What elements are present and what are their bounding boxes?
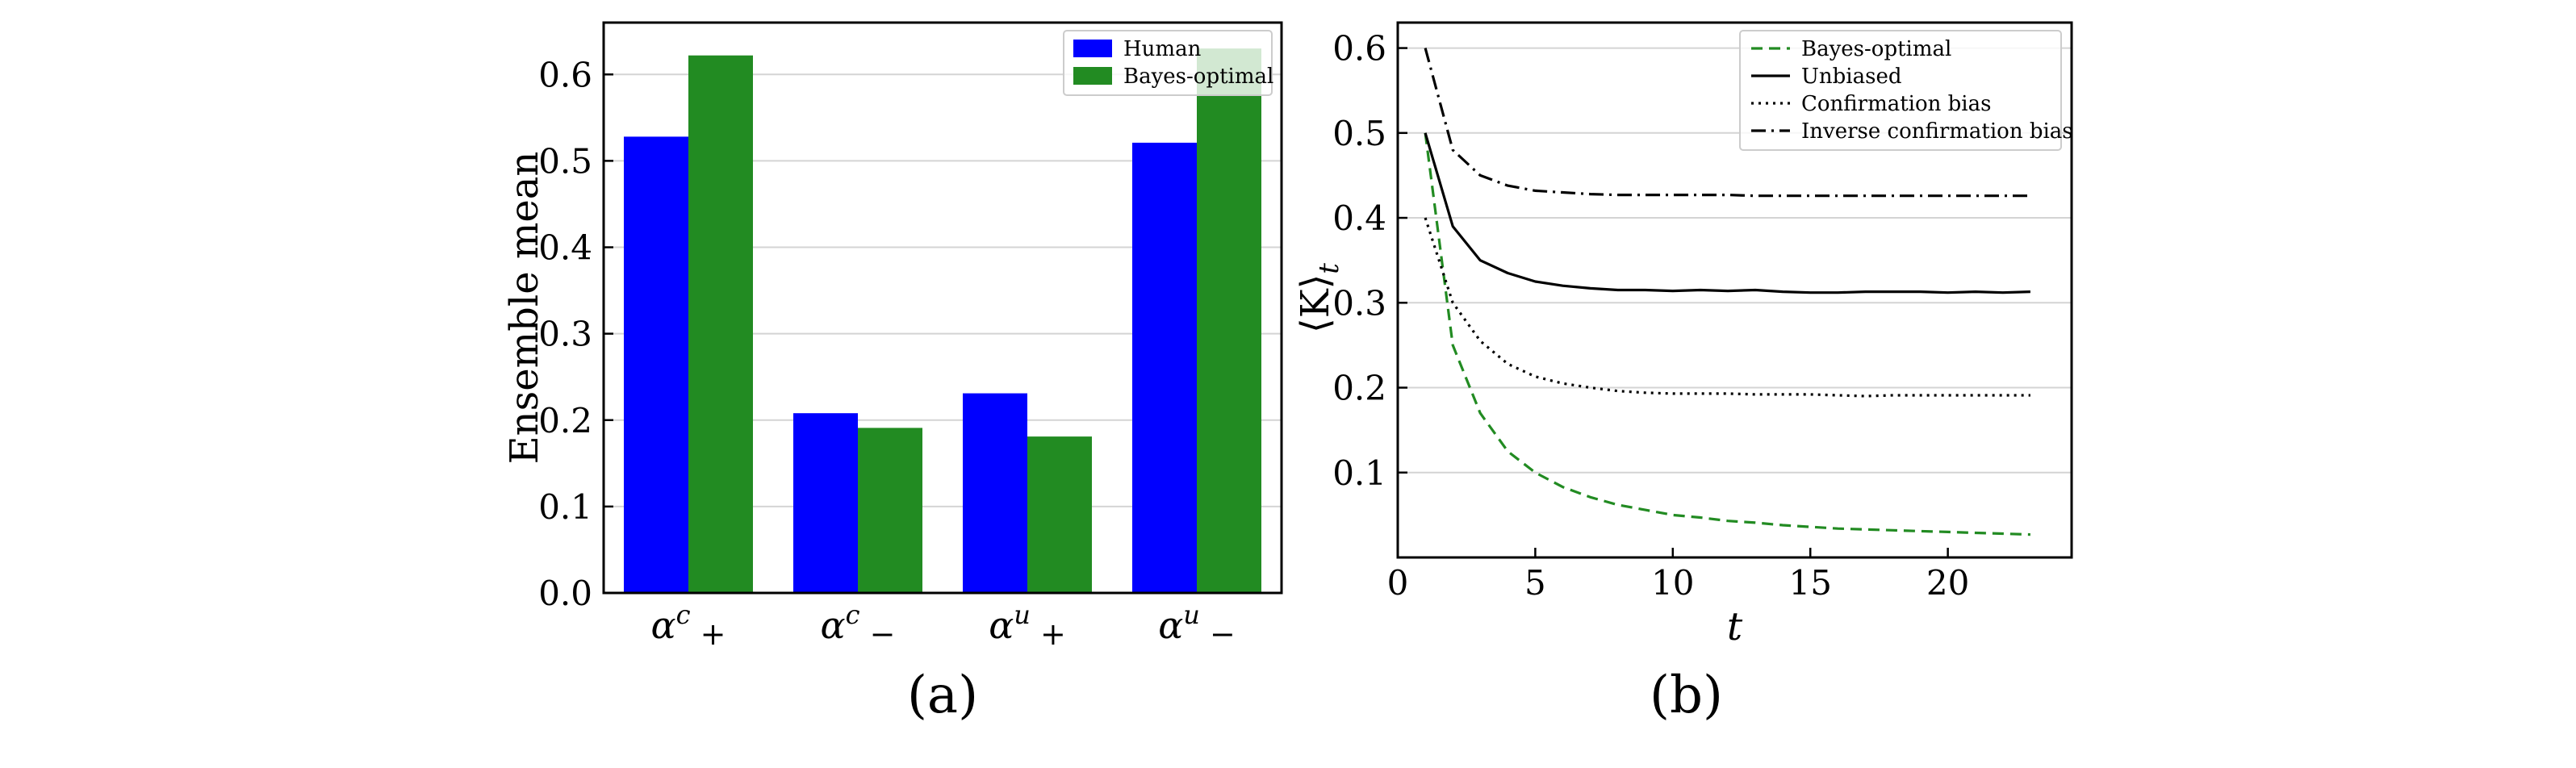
line-chart-panel: 0.1 0.2 0.3 0.4 0.5 0.6 0 5 10 15 20 t ⟨K⟩t Bayes-opt… bbox=[1293, 21, 2073, 725]
y-axis-label: Ensemble mean bbox=[502, 152, 547, 465]
y-tick-label: 0.1 bbox=[538, 487, 592, 527]
y-tick-label: 0.6 bbox=[538, 55, 592, 94]
x-axis-label: t bbox=[1727, 604, 1743, 649]
y-tick-label: 0.4 bbox=[538, 228, 592, 268]
y-tick-label: 0.3 bbox=[538, 315, 592, 354]
y-tick-label: 0.5 bbox=[538, 141, 592, 181]
legend-label: Confirmation bias bbox=[1801, 92, 1991, 116]
x-tick-label: αu − bbox=[1158, 599, 1236, 652]
y-tick-label: 0.2 bbox=[538, 401, 592, 440]
y-tick-label: 0.1 bbox=[1332, 453, 1386, 493]
bar-human bbox=[793, 413, 858, 593]
panel-label: (a) bbox=[907, 666, 978, 725]
y-tick-label: 0.4 bbox=[1332, 198, 1386, 238]
x-tick-label: αu + bbox=[989, 599, 1066, 652]
x-tick-label: 0 bbox=[1387, 563, 1409, 603]
y-tick-label: 0.3 bbox=[1332, 283, 1386, 323]
legend-label: Human bbox=[1123, 37, 1202, 61]
y-axis-label: ⟨K⟩t bbox=[1293, 263, 1345, 333]
plot-frame bbox=[602, 21, 1283, 595]
legend-swatch bbox=[1073, 40, 1112, 57]
x-tick-label: αc − bbox=[821, 599, 896, 652]
bar-bayes-optimal bbox=[1027, 436, 1092, 593]
y-tick-label: 0.6 bbox=[1332, 29, 1386, 69]
series-line-inverse-confirmation-bias bbox=[1424, 48, 2030, 198]
plot-frame bbox=[1396, 21, 2073, 559]
series-line-unbiased bbox=[1424, 132, 2030, 294]
bar-chart-panel: 0.0 0.1 0.2 0.3 0.4 0.5 0.6 αc + αc − αu + αu − Ens… bbox=[502, 21, 1283, 725]
legend-label: Bayes-optimal bbox=[1123, 65, 1273, 89]
bar-human bbox=[624, 136, 688, 593]
x-tick-label: 20 bbox=[1926, 563, 1969, 603]
bar-bayes-optimal bbox=[1197, 48, 1261, 594]
bar-human bbox=[963, 393, 1027, 593]
legend-label: Bayes-optimal bbox=[1801, 37, 1951, 61]
x-tick-label: αc + bbox=[651, 599, 726, 652]
panel-label: (b) bbox=[1650, 666, 1723, 725]
y-tick-label: 0.0 bbox=[538, 574, 592, 613]
y-tick-label: 0.5 bbox=[1332, 114, 1386, 153]
x-tick-label: 10 bbox=[1651, 563, 1694, 603]
legend-label: Inverse confirmation bias bbox=[1801, 119, 2073, 144]
x-tick-label: 5 bbox=[1524, 563, 1546, 603]
bar-human bbox=[1132, 142, 1197, 593]
bar-bayes-optimal bbox=[688, 55, 753, 594]
series-line-confirmation-bias bbox=[1424, 217, 2030, 398]
bar-bayes-optimal bbox=[858, 428, 922, 593]
series-line-bayes-optimal bbox=[1424, 132, 2030, 536]
y-tick-label: 0.2 bbox=[1332, 369, 1386, 408]
legend-label: Unbiased bbox=[1801, 65, 1902, 89]
legend-box bbox=[1063, 30, 1273, 96]
legend-swatch bbox=[1073, 67, 1112, 85]
x-tick-label: 15 bbox=[1788, 563, 1831, 603]
legend-box bbox=[1739, 30, 2062, 151]
